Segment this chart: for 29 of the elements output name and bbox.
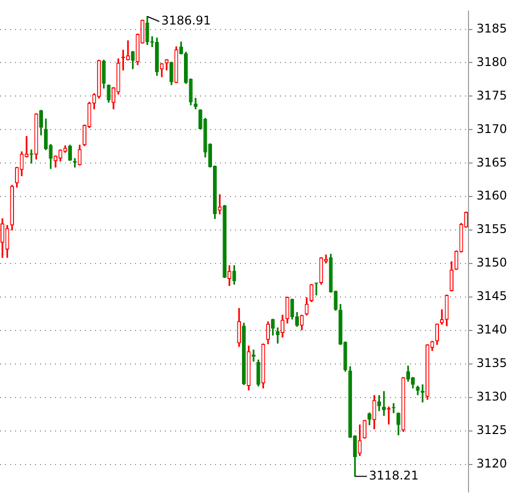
y-tick-label: 3155 bbox=[476, 222, 508, 236]
candlestick bbox=[310, 284, 314, 302]
y-tick-label: 3185 bbox=[476, 21, 508, 36]
candlestick bbox=[450, 261, 454, 292]
y-tick-label: 3165 bbox=[476, 155, 508, 170]
candlestick bbox=[368, 412, 372, 426]
candlestick bbox=[10, 184, 14, 230]
y-tick-label: 3120 bbox=[476, 456, 508, 470]
candlestick bbox=[237, 308, 241, 347]
y-tick-label: 3135 bbox=[476, 356, 508, 370]
y-tick-label: 3160 bbox=[476, 188, 508, 203]
y-tick-label: 3175 bbox=[476, 88, 508, 102]
annotation: 3118.21 bbox=[368, 468, 419, 482]
y-tick-label: 3140 bbox=[476, 322, 508, 337]
candlestick bbox=[280, 314, 284, 338]
y-tick-label: 3170 bbox=[476, 122, 508, 136]
candlestick bbox=[435, 323, 439, 345]
y-tick-label: 3180 bbox=[476, 54, 508, 69]
candlestick bbox=[266, 321, 270, 344]
y-tick-label: 3125 bbox=[476, 423, 508, 438]
candlestick bbox=[396, 412, 400, 436]
candlestick bbox=[68, 144, 72, 161]
candlestick bbox=[222, 204, 227, 278]
y-tick-label: 3150 bbox=[476, 256, 508, 270]
annotation: 3186.91 bbox=[161, 14, 211, 28]
y-tick-label: 3145 bbox=[476, 289, 508, 304]
candlestick bbox=[39, 110, 43, 136]
y-tick-label: 3130 bbox=[476, 390, 508, 404]
candlestick bbox=[170, 62, 174, 86]
